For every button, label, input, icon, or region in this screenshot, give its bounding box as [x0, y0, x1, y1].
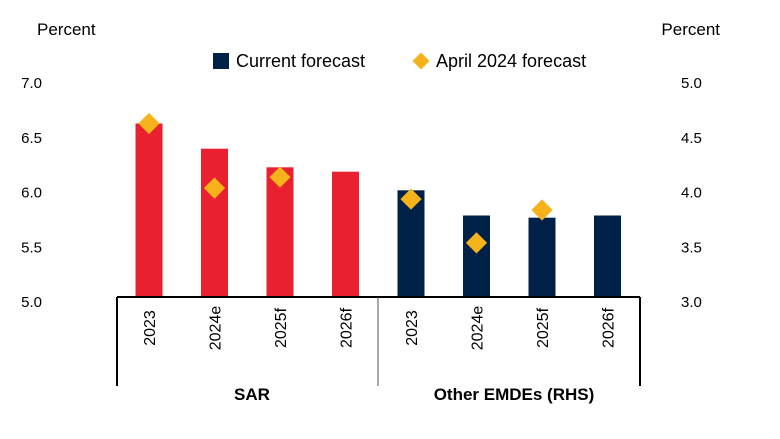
bar-current	[201, 148, 228, 297]
right-axis: 3.0 3.5 4.0 4.5 5.0	[681, 75, 702, 311]
x-tick-label: 2025f	[273, 307, 290, 348]
x-tick-label: 2023	[404, 310, 421, 346]
bar-current	[463, 215, 490, 297]
x-tick-label: 2023	[142, 310, 159, 346]
right-tick-label: 3.5	[681, 239, 702, 256]
right-axis-label: Percent	[661, 20, 720, 39]
marker-april	[531, 199, 553, 221]
legend-april-swatch	[412, 52, 430, 70]
bar-current	[594, 215, 621, 297]
right-tick-label: 4.0	[681, 185, 702, 202]
bar-current	[266, 167, 294, 297]
group-label-other-emdes: Other EMDEs (RHS)	[434, 385, 595, 404]
x-tick-label: 2025f	[535, 307, 552, 348]
left-tick-label: 5.0	[21, 294, 42, 311]
x-tick-label: 2024e	[470, 306, 487, 351]
left-axis: 5.0 5.5 6.0 6.5 7.0	[21, 75, 42, 311]
right-tick-label: 5.0	[681, 75, 702, 92]
x-tick-label: 2026f	[601, 307, 618, 348]
legend-current-label: Current forecast	[236, 51, 365, 71]
bar-current	[528, 217, 556, 297]
legend-current-swatch	[213, 53, 229, 69]
left-tick-label: 6.5	[21, 130, 42, 147]
marker-april	[138, 112, 160, 135]
left-tick-label: 7.0	[21, 75, 42, 92]
right-tick-label: 3.0	[681, 294, 702, 311]
bar-current	[332, 171, 359, 297]
marker-april	[203, 177, 226, 199]
x-axis-frame	[116, 296, 641, 386]
x-tick-label: 2026f	[339, 307, 356, 348]
bar-current	[135, 123, 163, 297]
right-tick-label: 4.5	[681, 130, 702, 147]
legend-april-label: April 2024 forecast	[436, 51, 586, 71]
left-tick-label: 5.5	[21, 239, 42, 256]
legend: Current forecast April 2024 forecast	[213, 51, 586, 71]
group-label-sar: SAR	[234, 385, 270, 404]
left-axis-label: Percent	[37, 20, 96, 39]
left-tick-label: 6.0	[21, 185, 42, 202]
x-tick-label: 2024e	[208, 306, 225, 351]
x-tick-labels: 2023 2024e 2025f 2026f 2023 2024e 2025f 2026f	[142, 306, 618, 351]
bars	[135, 123, 621, 297]
